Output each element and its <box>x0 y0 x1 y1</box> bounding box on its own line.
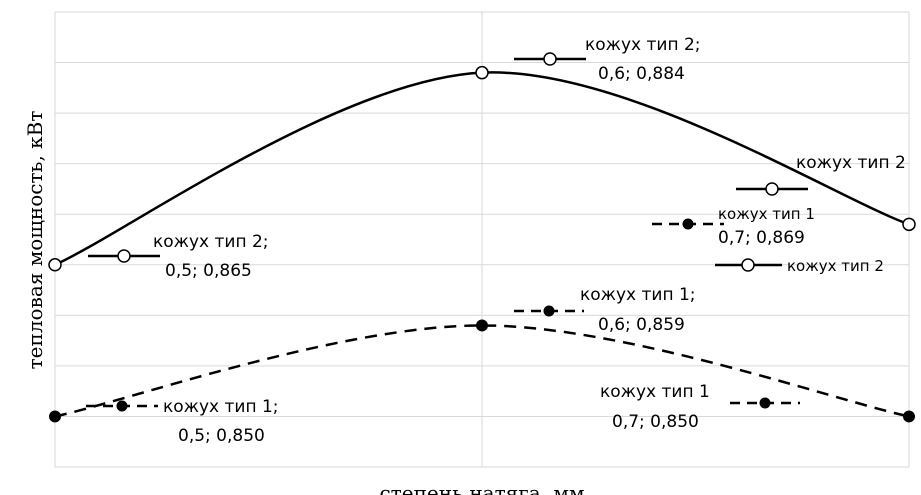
annotation-key-marker-6 <box>759 397 771 409</box>
annotation-label-0: кожух тип 2; <box>153 232 269 252</box>
annotation-key-marker-1 <box>543 52 557 66</box>
annotation-label-3: кожух тип 1 <box>718 205 815 223</box>
point-type1 <box>476 319 488 332</box>
annotation-value-4: 0,6; 0,859 <box>598 315 685 335</box>
annotation-label-2: кожух тип 2 <box>796 153 906 173</box>
annotation-value-0: 0,5; 0,865 <box>165 261 252 281</box>
annotation-value-3: 0,7; 0,869 <box>718 228 805 248</box>
annotation-key-marker-5 <box>116 400 128 412</box>
annotation-label-5: кожух тип 1; <box>163 397 279 417</box>
annotation-key-marker-3 <box>682 218 694 230</box>
annotation-label-1: кожух тип 2; <box>585 35 701 55</box>
y-axis-label: тепловая мощность, кВт <box>23 111 47 370</box>
point-type2 <box>902 217 916 232</box>
series-line-type1 <box>54 324 910 418</box>
legend-marker <box>741 258 755 272</box>
point-type2 <box>48 258 62 272</box>
annotation-value-5: 0,5; 0,850 <box>178 426 265 446</box>
point-type1 <box>903 410 915 423</box>
annotation-key-marker-0 <box>117 249 131 263</box>
annotation-key-marker-2 <box>765 182 779 196</box>
legend-label: кожух тип 2 <box>787 257 884 275</box>
point-type2 <box>475 65 489 80</box>
annotation-label-4: кожух тип 1; <box>580 285 696 305</box>
point-type1 <box>49 410 61 423</box>
annotation-value-6: 0,7; 0,850 <box>612 412 699 432</box>
annotation-key-marker-4 <box>543 305 555 317</box>
annotation-value-1: 0,6; 0,884 <box>598 64 685 84</box>
annotation-label-6: кожух тип 1 <box>600 382 710 402</box>
x-axis-label: степень натяга, мм <box>379 481 584 495</box>
